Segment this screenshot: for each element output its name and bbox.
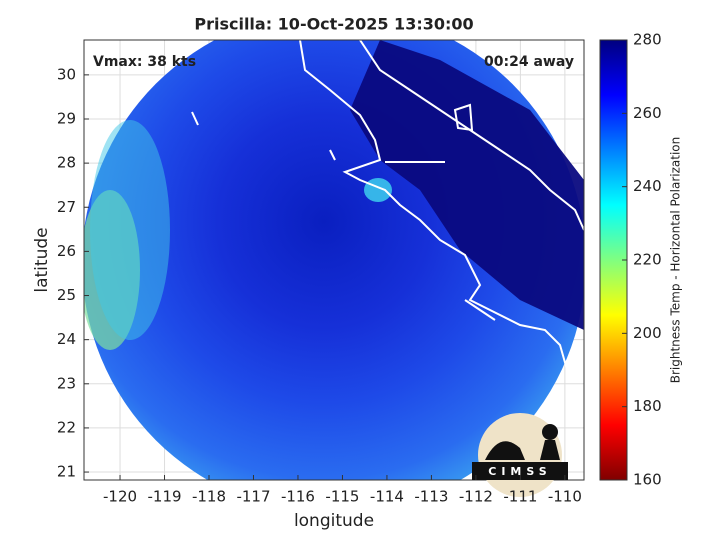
x-tick-label: -118 bbox=[192, 488, 226, 506]
colorbar-label: Brightness Temp - Horizontal Polarizatio… bbox=[669, 137, 683, 384]
colorbar-tick-label: 180 bbox=[633, 397, 662, 415]
y-tick-label: 26 bbox=[57, 242, 76, 260]
chart-title: Priscilla: 10-Oct-2025 13:30:00 bbox=[194, 15, 473, 34]
x-tick-label: -112 bbox=[459, 488, 493, 506]
y-tick-label: 28 bbox=[57, 154, 76, 172]
colorbar-tick-label: 220 bbox=[633, 251, 662, 269]
logo-text: CIMSS bbox=[488, 465, 551, 478]
y-tick-label: 24 bbox=[57, 330, 76, 348]
logo: CIMSS bbox=[472, 413, 568, 497]
x-tick-label: -115 bbox=[325, 488, 359, 506]
x-tick-label: -111 bbox=[503, 488, 537, 506]
satellite-image bbox=[84, 40, 584, 480]
y-tick-label: 25 bbox=[57, 286, 76, 304]
y-tick-label: 23 bbox=[57, 374, 76, 392]
y-tick-label: 27 bbox=[57, 198, 76, 216]
plot-frame bbox=[83, 39, 585, 481]
colorbar-tick-label: 200 bbox=[633, 324, 662, 342]
y-axis-label: latitude bbox=[32, 227, 52, 292]
annotation: 00:24 away bbox=[484, 54, 574, 70]
x-tick-label: -120 bbox=[103, 488, 137, 506]
y-tick-label: 30 bbox=[57, 65, 76, 83]
x-tick-label: -114 bbox=[370, 488, 404, 506]
colorbar-tick-label: 240 bbox=[633, 177, 662, 195]
y-tick-label: 29 bbox=[57, 109, 76, 127]
y-tick-label: 21 bbox=[57, 463, 76, 481]
colorbar-tick-label: 160 bbox=[633, 471, 662, 489]
colorbar-tick-label: 260 bbox=[633, 104, 662, 122]
x-tick-label: -113 bbox=[414, 488, 448, 506]
x-tick-label: -117 bbox=[236, 488, 270, 506]
y-tick-label: 22 bbox=[57, 418, 76, 436]
x-tick-label: -116 bbox=[281, 488, 315, 506]
x-tick-label: -110 bbox=[548, 488, 582, 506]
annotation: Vmax: 38 kts bbox=[93, 54, 196, 70]
x-tick-label: -119 bbox=[147, 488, 181, 506]
colorbar-tick-label: 280 bbox=[633, 31, 662, 49]
x-axis-label: longitude bbox=[294, 511, 374, 531]
